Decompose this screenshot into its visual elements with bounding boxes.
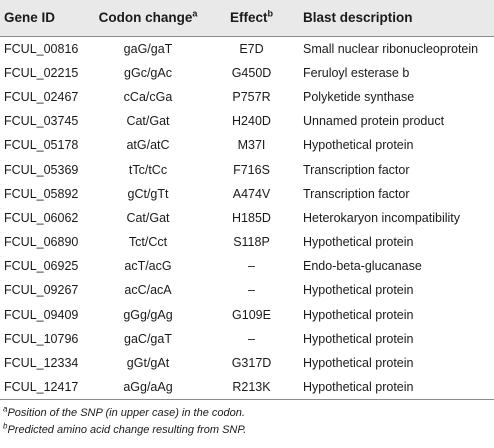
table-row: FCUL_02467 cCa/cGa P757R Polyketide synthas… <box>0 85 494 109</box>
cell-effect: – <box>248 259 255 274</box>
cell-effect: F716S <box>233 162 270 177</box>
cell-gene-id: FCUL_06062 <box>4 210 79 225</box>
header-row: Gene ID Codon changea Effectb Blast desc… <box>0 0 494 36</box>
cell-effect: H185D <box>232 210 271 225</box>
table-row: FCUL_10796 gaC/gaT – Hypothetical protein <box>0 327 494 351</box>
cell-effect: M37I <box>237 138 266 153</box>
snp-table: Gene ID Codon changea Effectb Blast desc… <box>0 0 494 400</box>
cell-effect: – <box>248 331 255 346</box>
cell-gene-id: FCUL_03745 <box>4 114 79 129</box>
header-codon-change: Codon changea <box>98 8 198 26</box>
cell-effect: S118P <box>233 235 270 250</box>
cell-blast-description: Hypothetical protein <box>303 307 414 322</box>
cell-codon-change: acT/acG <box>124 259 172 274</box>
cell-codon-change: gGt/gAt <box>126 356 170 371</box>
table-row: FCUL_05892 gCt/gTt A474V Transcription fact… <box>0 182 494 206</box>
table-header: Gene ID Codon changea Effectb Blast desc… <box>0 0 494 36</box>
footnote-marker-a: a <box>192 8 198 19</box>
cell-codon-change: atG/atC <box>126 138 170 153</box>
cell-gene-id: FCUL_09409 <box>4 307 79 322</box>
cell-gene-id: FCUL_06890 <box>4 235 79 250</box>
cell-gene-id: FCUL_00816 <box>4 41 79 56</box>
cell-codon-change: tTc/tCc <box>128 162 168 177</box>
cell-gene-id: FCUL_12334 <box>4 356 79 371</box>
cell-gene-id: FCUL_10796 <box>4 331 79 346</box>
cell-blast-description: Transcription factor <box>303 186 410 201</box>
cell-blast-description: Hypothetical protein <box>303 356 414 371</box>
cell-effect: G317D <box>231 356 272 371</box>
cell-blast-description: Hypothetical protein <box>303 138 414 153</box>
cell-blast-description: Small nuclear ribonucleoprotein <box>303 41 479 56</box>
table-row: FCUL_06925 acT/acG – Endo-beta-glucanase <box>0 254 494 278</box>
cell-effect: P757R <box>232 89 271 104</box>
table-row: FCUL_09409 gGg/gAg G109E Hypothetical prote… <box>0 303 494 327</box>
cell-codon-change: acC/acA <box>124 283 172 298</box>
cell-codon-change: gGc/gAc <box>124 65 172 80</box>
cell-effect: E7D <box>239 41 264 56</box>
cell-effect: G109E <box>232 307 271 322</box>
cell-gene-id: FCUL_05892 <box>4 186 79 201</box>
cell-effect: G450D <box>231 65 272 80</box>
table-footnotes: aPosition of the SNP (in upper case) in … <box>0 400 494 439</box>
cell-gene-id: FCUL_02467 <box>4 89 79 104</box>
cell-effect: H240D <box>232 114 271 129</box>
cell-blast-description: Hypothetical protein <box>303 235 414 250</box>
cell-codon-change: gCt/gTt <box>127 186 169 201</box>
cell-gene-id: FCUL_05369 <box>4 162 79 177</box>
cell-gene-id: FCUL_06925 <box>4 259 79 274</box>
cell-codon-change: Tct/Cct <box>128 235 168 250</box>
cell-codon-change: gGg/gAg <box>123 307 173 322</box>
cell-blast-description: Hypothetical protein <box>303 331 414 346</box>
table-row: FCUL_06062 Cat/Gat H185D Heterokaryon incom… <box>0 206 494 230</box>
cell-gene-id: FCUL_05178 <box>4 138 79 153</box>
cell-blast-description: Endo-beta-glucanase <box>303 259 422 274</box>
cell-codon-change: cCa/cGa <box>123 89 173 104</box>
table-row: FCUL_00816 gaG/gaT E7D Small nuclear ribonu… <box>0 37 494 61</box>
snp-table-container: Gene ID Codon changea Effectb Blast desc… <box>0 0 494 439</box>
cell-blast-description: Polyketide synthase <box>303 89 415 104</box>
cell-gene-id: FCUL_12417 <box>0 375 92 400</box>
table-row: FCUL_12334 gGt/gAt G317D Hypothetical prote… <box>0 351 494 375</box>
cell-gene-id: FCUL_02215 <box>4 65 79 80</box>
table-row: FCUL_02215 gGc/gAc G450D Feruloyl esterase … <box>0 61 494 85</box>
footnote-marker-b: b <box>267 8 274 19</box>
header-effect: Effectb <box>229 8 274 26</box>
table-row: FCUL_09267 acC/acA – Hypothetical protein <box>0 278 494 302</box>
cell-codon-change: gaG/gaT <box>123 41 173 56</box>
cell-codon-change: gaC/gaT <box>124 331 172 346</box>
cell-codon-change: Cat/Gat <box>126 114 170 129</box>
cell-effect: R213K <box>204 375 299 400</box>
cell-blast-description: Hypothetical protein <box>303 283 414 298</box>
footnote-a: aPosition of the SNP (in upper case) in … <box>3 404 245 419</box>
cell-blast-description: Transcription factor <box>303 162 410 177</box>
header-divider <box>0 35 494 37</box>
table-row: FCUL_05178 atG/atC M37I Hypothetical protei… <box>0 133 494 157</box>
cell-blast-description: Hypothetical protein <box>299 375 494 400</box>
table-row: FCUL_12417 aGg/aAg R213K Hypothetical prote… <box>0 375 494 400</box>
table-row: FCUL_03745 Cat/Gat H240D Unnamed protein pr… <box>0 109 494 133</box>
cell-blast-description: Heterokaryon incompatibility <box>303 210 461 225</box>
table-row: FCUL_06890 Tct/Cct S118P Hypothetical prote… <box>0 230 494 254</box>
cell-gene-id: FCUL_09267 <box>4 283 79 298</box>
cell-blast-description: Unnamed protein product <box>303 114 445 129</box>
cell-codon-change: Cat/Gat <box>126 210 170 225</box>
header-blast-description: Blast description <box>303 10 413 26</box>
cell-effect: A474V <box>232 186 271 201</box>
cell-effect: – <box>248 283 255 298</box>
footnote-b: bPredicted amino acid change resulting f… <box>3 421 247 436</box>
cell-blast-description: Feruloyl esterase b <box>303 65 410 80</box>
table-body: FCUL_00816 gaG/gaT E7D Small nuclear ribonu… <box>0 35 494 400</box>
cell-codon-change: aGg/aAg <box>92 375 204 400</box>
header-gene-id: Gene ID <box>4 10 56 26</box>
table-row: FCUL_05369 tTc/tCc F716S Transcription fact… <box>0 157 494 181</box>
